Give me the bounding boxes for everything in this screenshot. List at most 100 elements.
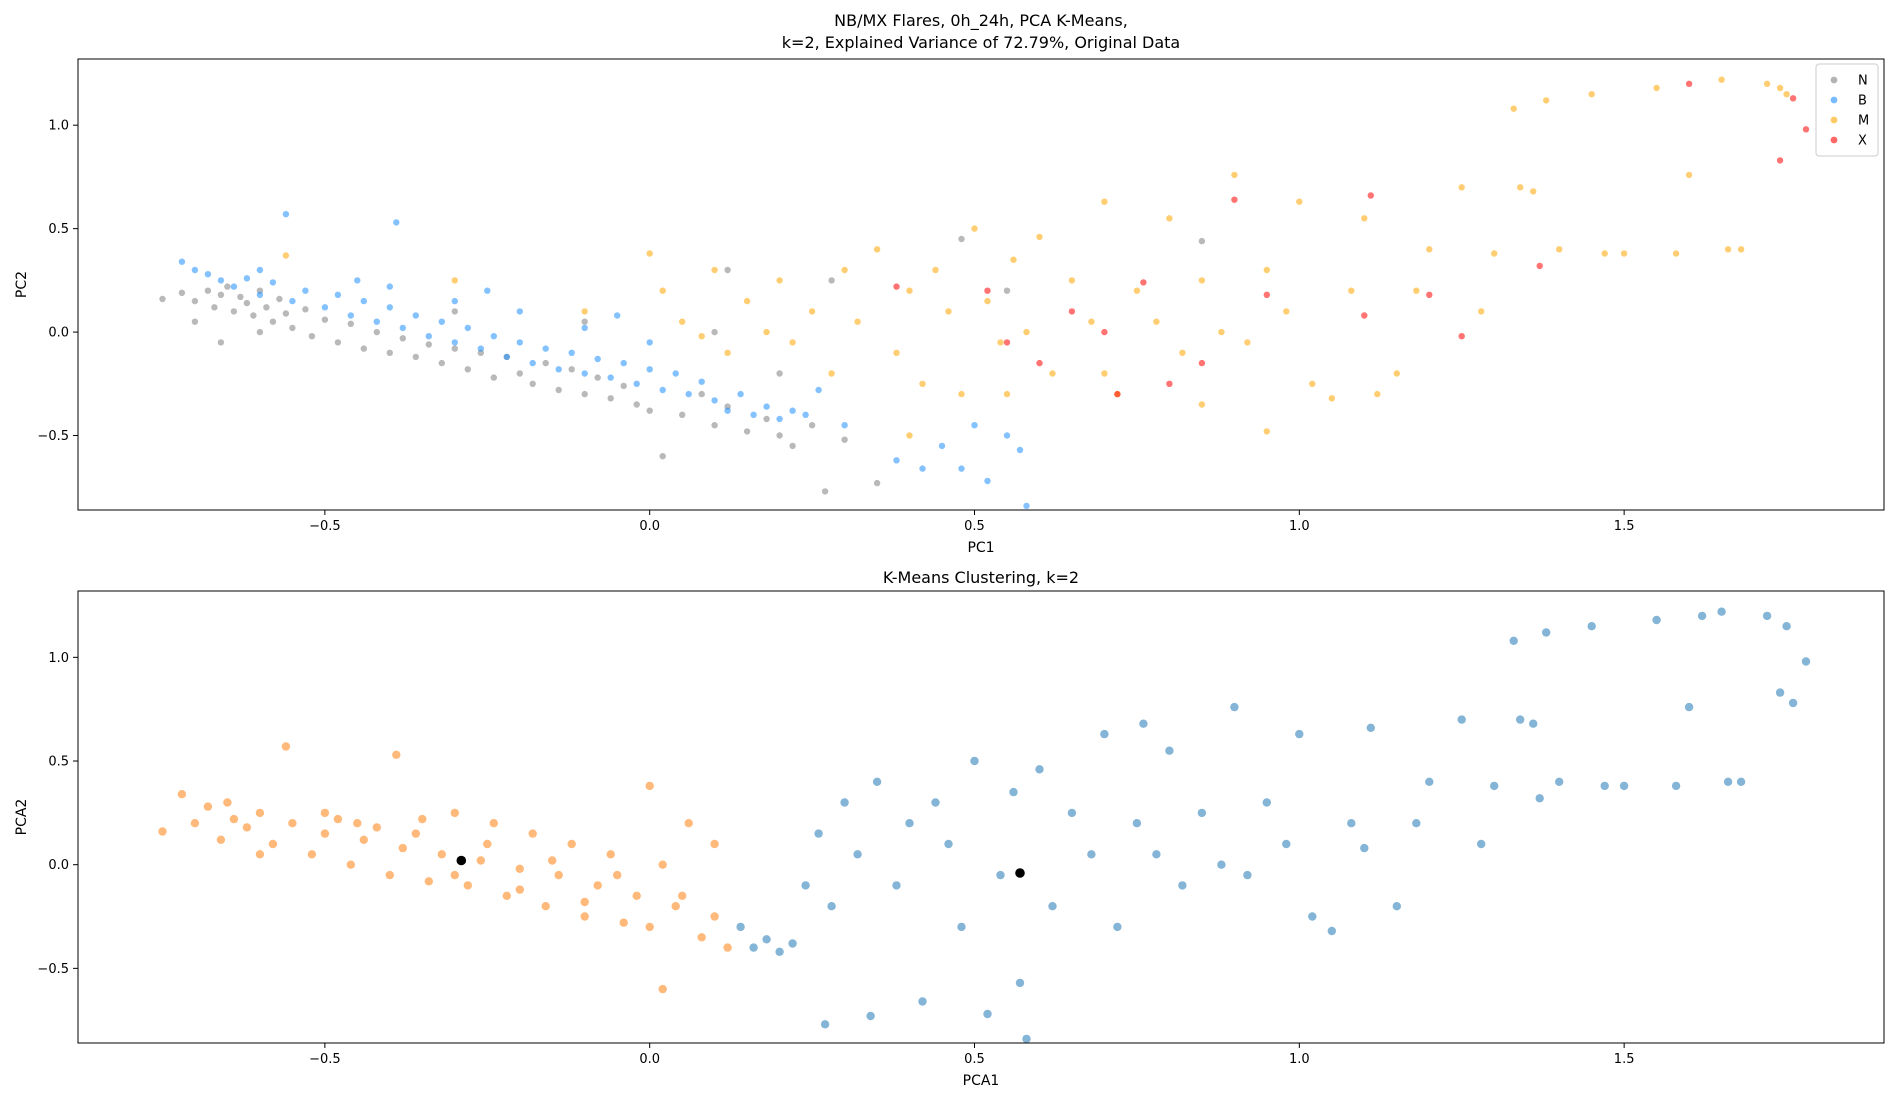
data-point [438, 318, 445, 325]
legend-marker-x [1830, 136, 1838, 144]
data-point [1652, 615, 1661, 625]
data-point [1197, 808, 1207, 818]
data-point [1530, 188, 1537, 195]
data-point [658, 984, 667, 994]
data-point [191, 297, 199, 305]
data-point [321, 304, 329, 311]
legend-marker-m [1830, 116, 1838, 124]
data-point [217, 339, 225, 346]
data-point [1600, 781, 1609, 791]
data-point [678, 891, 687, 900]
data-point [554, 870, 563, 880]
data-point [1218, 328, 1225, 336]
data-point [392, 750, 401, 759]
data-point [892, 881, 901, 890]
data-point [1535, 794, 1544, 803]
data-point [919, 380, 926, 387]
data-point [1685, 80, 1693, 88]
data-point [594, 374, 601, 381]
data-point [1087, 850, 1096, 859]
data-point [710, 912, 719, 921]
data-point [724, 266, 731, 274]
data-point [957, 922, 966, 932]
data-point [333, 814, 343, 824]
data-point [1723, 777, 1733, 786]
data-point [451, 297, 458, 305]
data-point [1717, 607, 1726, 616]
data-point [997, 339, 1004, 346]
data-point [893, 457, 900, 464]
data-point [424, 877, 433, 886]
data-point [1100, 729, 1109, 739]
data-point [425, 341, 432, 348]
data-point [1068, 308, 1076, 315]
data-point [1724, 246, 1732, 253]
data-point [633, 401, 640, 408]
data-point [211, 304, 218, 311]
data-point [191, 318, 199, 325]
data-point [1010, 256, 1017, 263]
data-point [1068, 277, 1076, 284]
data-point [1088, 318, 1095, 325]
data-point [1425, 777, 1434, 786]
data-point [723, 943, 732, 952]
data-point [1367, 192, 1375, 199]
data-point [1529, 719, 1538, 728]
x-tick-label: 0.5 [964, 519, 985, 534]
data-point [776, 277, 783, 284]
data-point [399, 324, 406, 332]
data-point [1543, 97, 1550, 104]
data-point [1295, 729, 1304, 739]
data-point [320, 829, 330, 838]
data-point [398, 843, 407, 853]
data-point [347, 320, 354, 327]
data-point [789, 339, 796, 346]
x-tick-label: 0.0 [639, 519, 660, 534]
data-point [1671, 781, 1681, 791]
data-point [1783, 91, 1790, 98]
data-point [1231, 196, 1238, 203]
data-point [1198, 237, 1206, 245]
data-point [477, 345, 484, 352]
data-point [464, 324, 471, 332]
data-point [242, 823, 252, 832]
data-point [1003, 339, 1011, 346]
data-point [269, 279, 277, 286]
data-point [854, 318, 861, 325]
data-point [1263, 428, 1271, 435]
data-point [684, 819, 693, 828]
data-point [282, 211, 290, 218]
data-point [373, 318, 380, 325]
x-axis-label: PC1 [967, 540, 994, 556]
data-point [932, 266, 939, 274]
data-point [821, 488, 829, 495]
data-point [334, 339, 342, 346]
data-point [229, 814, 239, 824]
data-point [711, 397, 718, 404]
data-point [984, 477, 991, 485]
data-point [613, 870, 622, 880]
data-point [1152, 850, 1161, 859]
data-point [1048, 902, 1057, 911]
data-point [724, 407, 731, 414]
data-point [308, 333, 316, 340]
data-point [555, 386, 562, 394]
data-point [711, 328, 718, 336]
y-tick-label: 0.0 [48, 326, 69, 341]
data-point [346, 860, 355, 869]
data-point [515, 885, 524, 894]
data-point [1361, 312, 1368, 319]
data-point [1393, 370, 1401, 377]
data-point [516, 370, 523, 377]
data-point [1802, 126, 1810, 133]
data-point [983, 1009, 992, 1019]
data-point [659, 453, 666, 460]
data-point [938, 442, 946, 450]
data-point [1478, 308, 1485, 315]
data-point [178, 258, 186, 265]
data-point [1413, 287, 1420, 294]
centroid-marker [456, 855, 467, 866]
data-point [1139, 719, 1148, 728]
